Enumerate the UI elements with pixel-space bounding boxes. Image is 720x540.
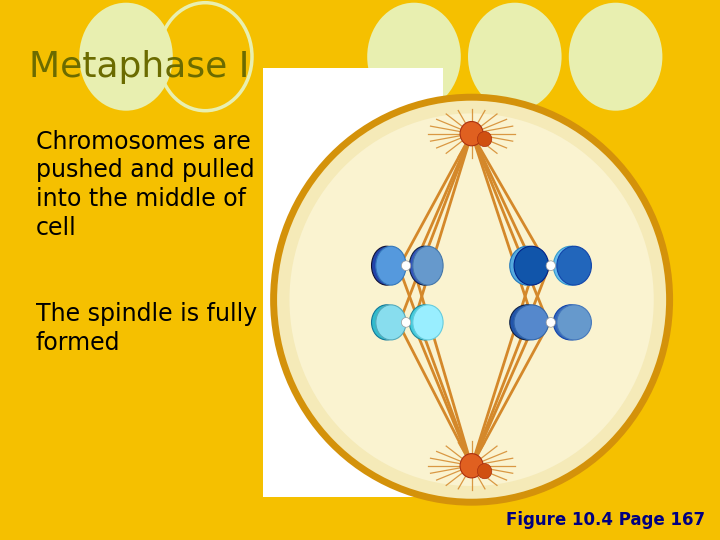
Text: Figure 10.4 Page 167: Figure 10.4 Page 167 — [506, 511, 706, 529]
Ellipse shape — [367, 3, 461, 111]
Bar — [263, 68, 443, 497]
Ellipse shape — [510, 246, 544, 285]
Ellipse shape — [376, 305, 406, 340]
Ellipse shape — [557, 305, 591, 340]
Ellipse shape — [402, 318, 411, 327]
Ellipse shape — [372, 246, 402, 285]
Ellipse shape — [514, 246, 549, 285]
Ellipse shape — [410, 305, 440, 340]
Ellipse shape — [514, 305, 549, 340]
Ellipse shape — [557, 246, 591, 285]
Ellipse shape — [477, 131, 492, 146]
Ellipse shape — [413, 246, 443, 285]
Text: The spindle is fully
formed: The spindle is fully formed — [36, 302, 257, 355]
Ellipse shape — [410, 246, 440, 285]
Ellipse shape — [372, 305, 402, 340]
Ellipse shape — [460, 454, 483, 478]
Ellipse shape — [413, 305, 443, 340]
Ellipse shape — [554, 246, 588, 285]
Text: Chromosomes are
pushed and pulled
into the middle of
cell: Chromosomes are pushed and pulled into t… — [36, 130, 255, 240]
Ellipse shape — [79, 3, 173, 111]
Ellipse shape — [477, 463, 492, 479]
Text: Metaphase I: Metaphase I — [29, 51, 249, 84]
Ellipse shape — [569, 3, 662, 111]
Ellipse shape — [546, 261, 555, 271]
Ellipse shape — [376, 246, 406, 285]
Ellipse shape — [274, 97, 670, 502]
Ellipse shape — [460, 122, 483, 146]
Ellipse shape — [546, 318, 555, 327]
Ellipse shape — [510, 305, 544, 340]
Ellipse shape — [554, 305, 588, 340]
Ellipse shape — [468, 3, 562, 111]
Ellipse shape — [289, 113, 654, 486]
Ellipse shape — [402, 261, 411, 271]
